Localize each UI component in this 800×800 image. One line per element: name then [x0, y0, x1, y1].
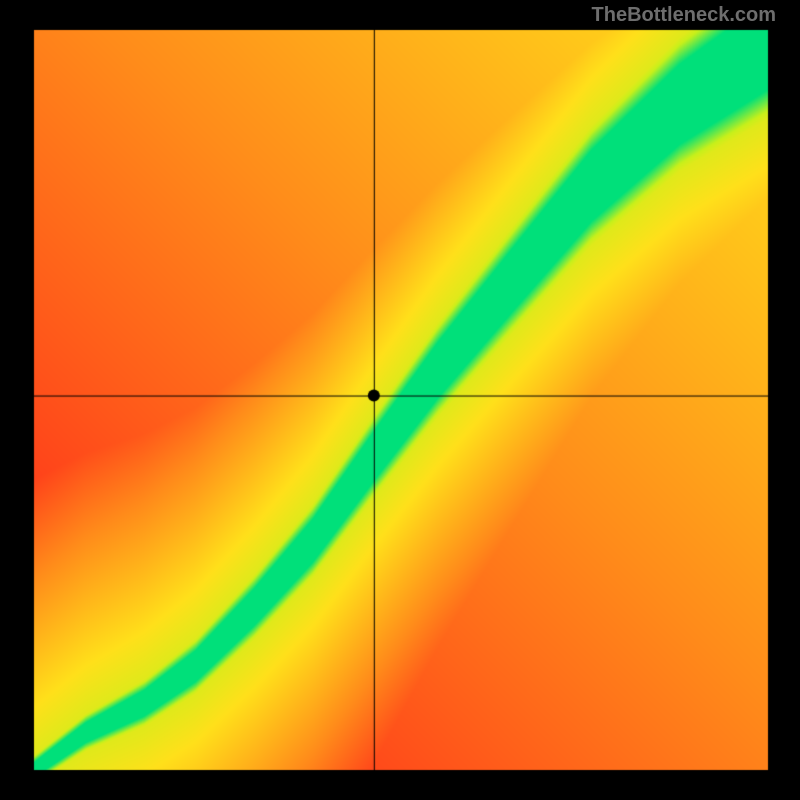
watermark-text: TheBottleneck.com: [592, 4, 776, 27]
chart-container: TheBottleneck.com: [0, 0, 800, 800]
bottleneck-heatmap: [0, 0, 800, 800]
